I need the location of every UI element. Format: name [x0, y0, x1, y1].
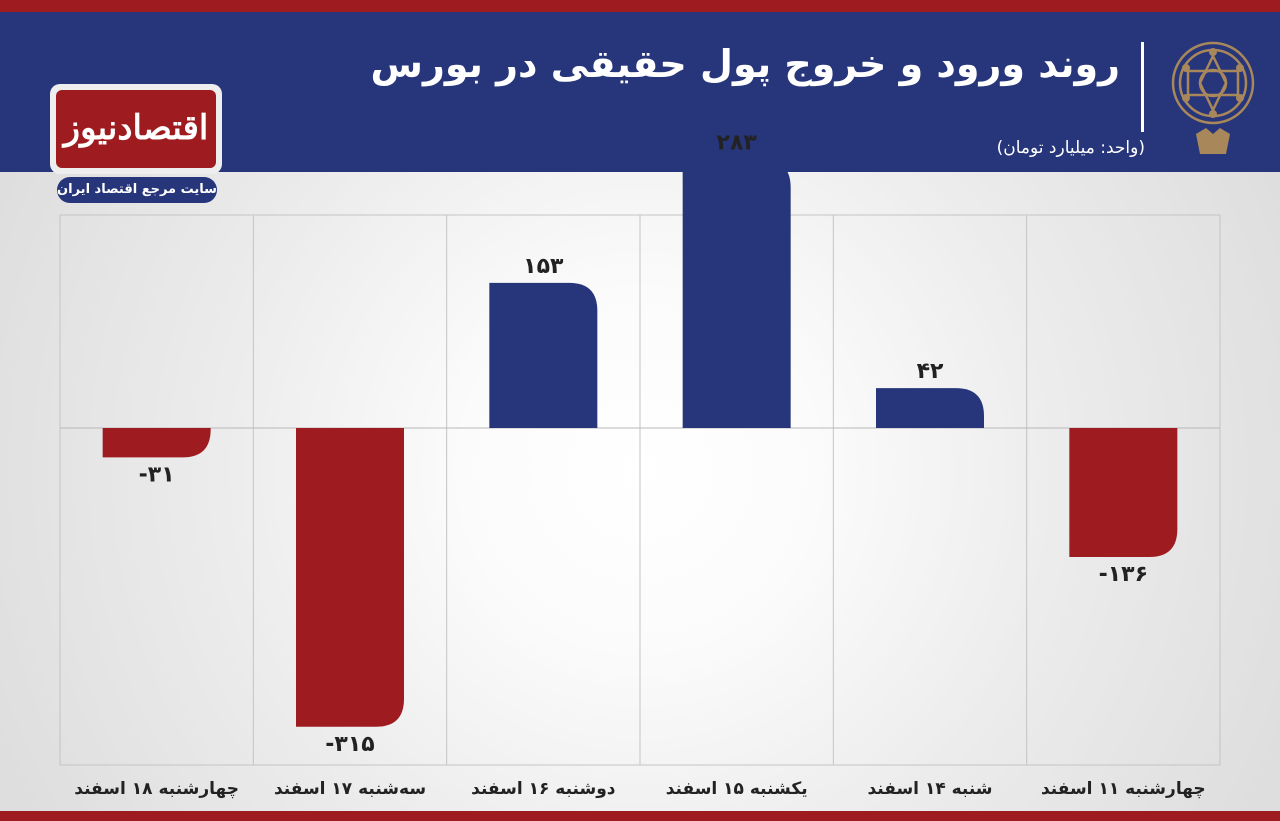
- x-tick-label: دوشنبه ۱۶ اسفند: [471, 779, 616, 799]
- publisher-logo: اقتصادنیوز: [50, 84, 222, 174]
- bar: [876, 388, 984, 428]
- chart-title: روند ورود و خروج پول حقیقی در بورس: [370, 42, 1120, 86]
- bar: [682, 159, 791, 428]
- data-label: ۱۵۳: [523, 254, 564, 279]
- x-tick-label: چهارشنبه ۱۱ اسفند: [1041, 779, 1206, 799]
- x-tick-label: چهارشنبه ۱۸ اسفند: [74, 779, 239, 799]
- data-label: -۳۱: [139, 462, 175, 487]
- unit-label: (واحد: میلیارد تومان): [996, 138, 1145, 158]
- bar: [1069, 428, 1178, 557]
- top-accent-strip: [0, 0, 1280, 12]
- publisher-logo-text: اقتصادنیوز: [56, 90, 216, 168]
- bar: [296, 428, 404, 727]
- x-tick-label: یکشنبه ۱۵ اسفند: [666, 779, 808, 799]
- data-label: -۱۳۶: [1099, 562, 1148, 587]
- data-label: -۳۱۵: [325, 732, 374, 757]
- bar: [489, 282, 598, 428]
- x-tick-label: سه‌شنبه ۱۷ اسفند: [274, 779, 426, 799]
- data-label: ۴۲: [917, 359, 944, 384]
- x-tick-label: شنبه ۱۴ اسفند: [867, 779, 992, 799]
- data-label: ۲۸۳: [717, 131, 758, 156]
- header-divider: [1141, 42, 1144, 132]
- publisher-tagline: سایت مرجع اقتصاد ایران: [57, 177, 217, 203]
- stock-exchange-emblem-icon: [1171, 41, 1255, 154]
- bar: [102, 428, 211, 458]
- bottom-accent-strip: [0, 811, 1280, 821]
